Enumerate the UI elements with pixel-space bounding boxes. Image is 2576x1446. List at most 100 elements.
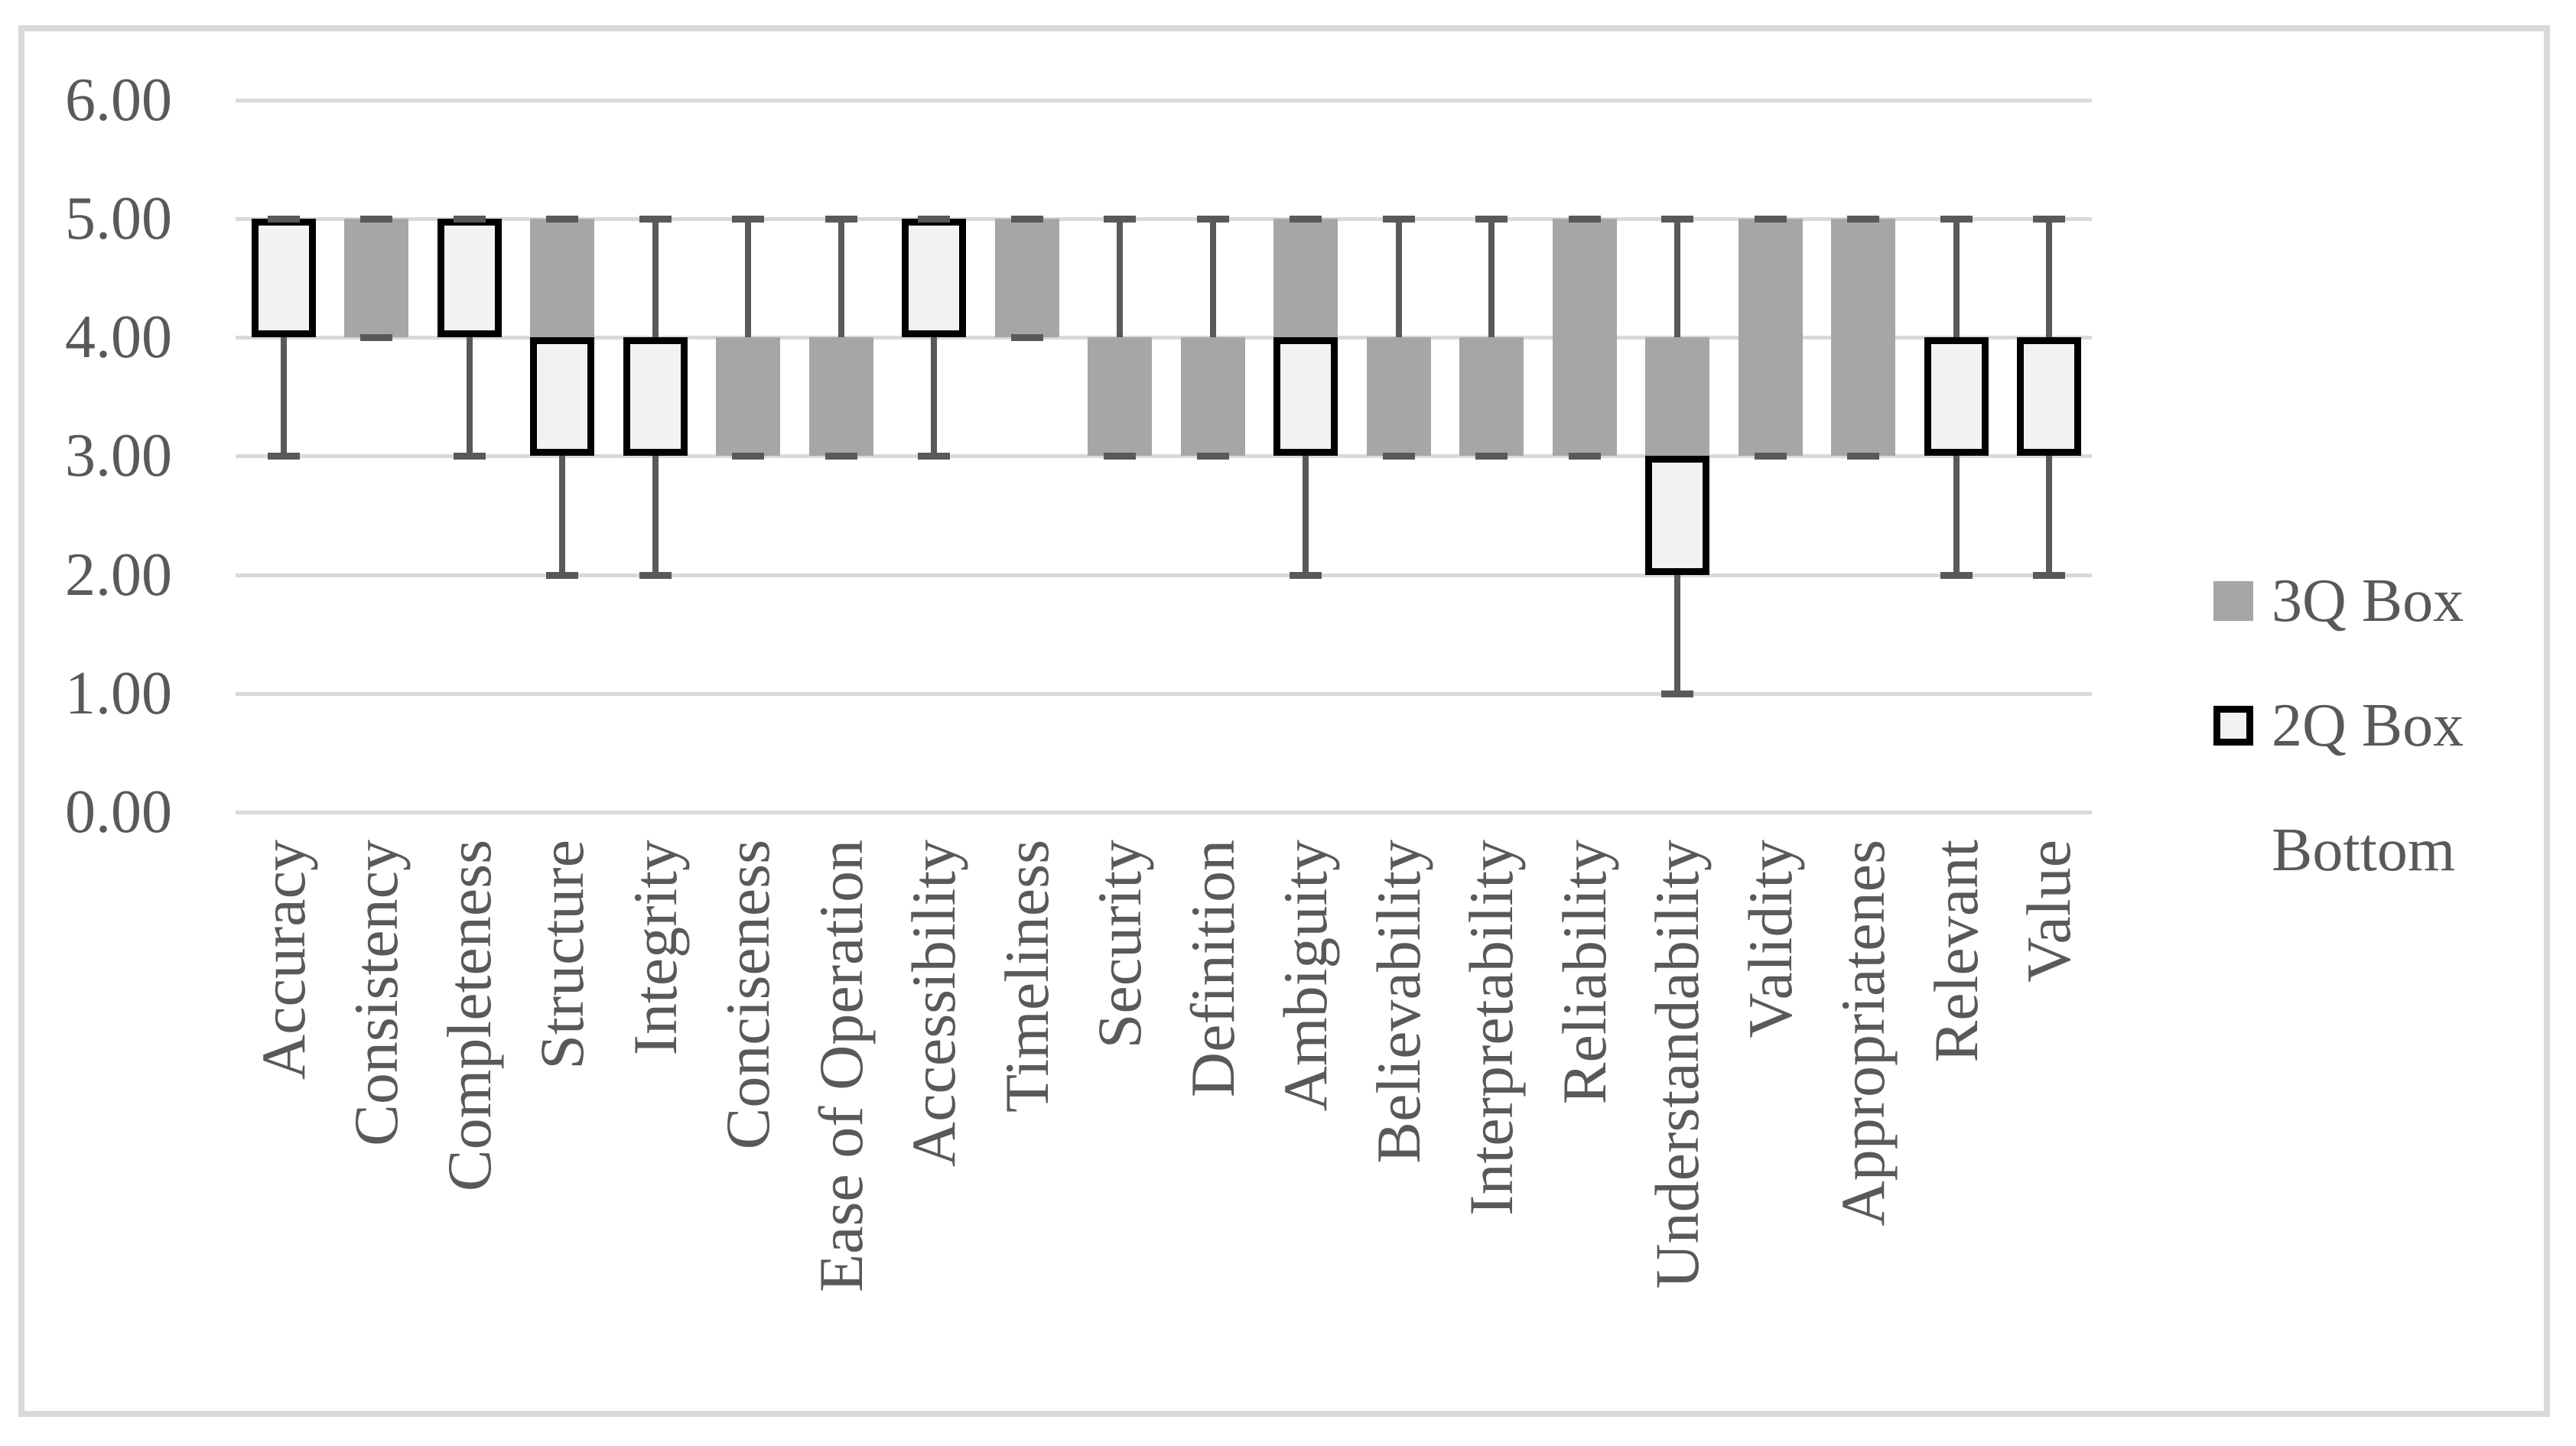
- q3-box: [1552, 219, 1617, 457]
- q3-box: [1366, 337, 1431, 457]
- whisker-cap-min: [639, 571, 672, 579]
- whisker-cap-max: [1290, 216, 1322, 223]
- whisker-cap-max: [453, 216, 486, 223]
- whisker-cap-max: [2033, 216, 2066, 223]
- whisker-cap-min: [825, 453, 857, 460]
- whisker-line-bottom: [1303, 456, 1309, 575]
- gridline: [236, 811, 2092, 814]
- q2-box: [1645, 456, 1710, 575]
- whisker-line-top: [838, 219, 844, 338]
- gridline: [236, 217, 2092, 221]
- whisker-cap-max: [1475, 216, 1508, 223]
- whisker-cap-max: [1010, 216, 1043, 223]
- whisker-line-top: [1117, 219, 1124, 338]
- x-category-label: Believability: [1363, 840, 1433, 1164]
- q2-box: [530, 337, 595, 457]
- x-category-label: Structure: [527, 840, 597, 1070]
- gridline: [236, 454, 2092, 459]
- whisker-cap-min: [732, 453, 765, 460]
- whisker-cap-min: [1382, 453, 1415, 460]
- x-category-label: Validity: [1735, 840, 1805, 1038]
- x-category-label: Appropriatenes: [1828, 840, 1898, 1227]
- whisker-cap-max: [1568, 216, 1601, 223]
- whisker-cap-min: [1104, 453, 1137, 460]
- whisker-cap-max: [732, 216, 765, 223]
- whisker-cap-max: [360, 216, 393, 223]
- y-axis-tick-label: 2.00: [65, 541, 172, 609]
- whisker-cap-min: [360, 334, 393, 342]
- x-category-label: Understandability: [1642, 840, 1712, 1289]
- q2-box: [623, 337, 688, 457]
- whisker-line-top: [2046, 219, 2053, 338]
- y-axis-tick-label: 3.00: [65, 422, 172, 490]
- whisker-cap-min: [1568, 453, 1601, 460]
- x-category-label: Definition: [1177, 840, 1247, 1098]
- whisker-cap-max: [1661, 216, 1694, 223]
- x-category-label: Ambiguity: [1270, 840, 1341, 1112]
- q3-box: [1459, 337, 1524, 457]
- x-category-label: Interpretability: [1456, 840, 1527, 1216]
- y-axis-tick-label: 4.00: [65, 304, 172, 372]
- whisker-cap-min: [1475, 453, 1508, 460]
- q2-box: [1273, 337, 1338, 457]
- whisker-line-top: [1674, 219, 1681, 338]
- whisker-line-top: [1395, 219, 1402, 338]
- y-axis-tick-label: 0.00: [65, 778, 172, 846]
- whisker-cap-max: [639, 216, 672, 223]
- whisker-cap-min: [1010, 334, 1043, 342]
- whisker-cap-max: [546, 216, 579, 223]
- whisker-line-top: [745, 219, 752, 338]
- q3-box: [1088, 337, 1153, 457]
- q3-box: [994, 219, 1059, 338]
- whisker-line-top: [1209, 219, 1216, 338]
- whisker-cap-max: [1847, 216, 1880, 223]
- y-axis-tick-label: 5.00: [65, 185, 172, 252]
- whisker-cap-max: [1754, 216, 1787, 223]
- q3-box: [1645, 337, 1710, 457]
- x-category-label: Integrity: [620, 840, 690, 1056]
- q3-box: [530, 219, 595, 338]
- whisker-line-bottom: [931, 337, 938, 457]
- x-category-label: Security: [1085, 840, 1155, 1049]
- whisker-line-bottom: [1674, 574, 1681, 694]
- x-category-label: Reliability: [1549, 840, 1619, 1105]
- gridline: [236, 691, 2092, 696]
- x-category-label: Conciseness: [713, 840, 783, 1150]
- whisker-cap-max: [267, 216, 300, 223]
- q3-box: [1180, 337, 1245, 457]
- q3-box: [344, 219, 409, 338]
- whisker-cap-max: [1104, 216, 1137, 223]
- whisker-line-bottom: [559, 456, 566, 575]
- gridline: [236, 573, 2092, 577]
- x-category-label: Relevant: [1921, 840, 1991, 1063]
- whisker-cap-min: [546, 571, 579, 579]
- whisker-cap-max: [1382, 216, 1415, 223]
- whisker-cap-min: [453, 453, 486, 460]
- x-category-label: Accuracy: [248, 840, 318, 1080]
- y-axis-tick-label: 6.00: [65, 66, 172, 134]
- whisker-cap-min: [267, 453, 300, 460]
- q2-box: [902, 219, 967, 338]
- whisker-cap-max: [1196, 216, 1229, 223]
- y-axis-tick-label: 1.00: [65, 659, 172, 727]
- x-category-label: Completeness: [434, 840, 504, 1192]
- q2-box: [2017, 337, 2082, 457]
- whisker-line-bottom: [466, 337, 473, 457]
- whisker-cap-max: [1940, 216, 1973, 223]
- x-category-label: Value: [2014, 840, 2084, 983]
- x-category-label: Consistency: [341, 840, 411, 1146]
- whisker-cap-max: [918, 216, 951, 223]
- q3-box: [1738, 219, 1803, 457]
- whisker-line-bottom: [280, 337, 287, 457]
- x-category-label: Ease of Operation: [805, 840, 876, 1292]
- whisker-line-bottom: [652, 456, 659, 575]
- whisker-line-bottom: [1953, 456, 1960, 575]
- whisker-cap-min: [918, 453, 951, 460]
- whisker-line-top: [1488, 219, 1495, 338]
- whisker-cap-max: [825, 216, 857, 223]
- q3-box: [808, 337, 873, 457]
- q2-box: [251, 219, 316, 338]
- q3-box: [716, 337, 781, 457]
